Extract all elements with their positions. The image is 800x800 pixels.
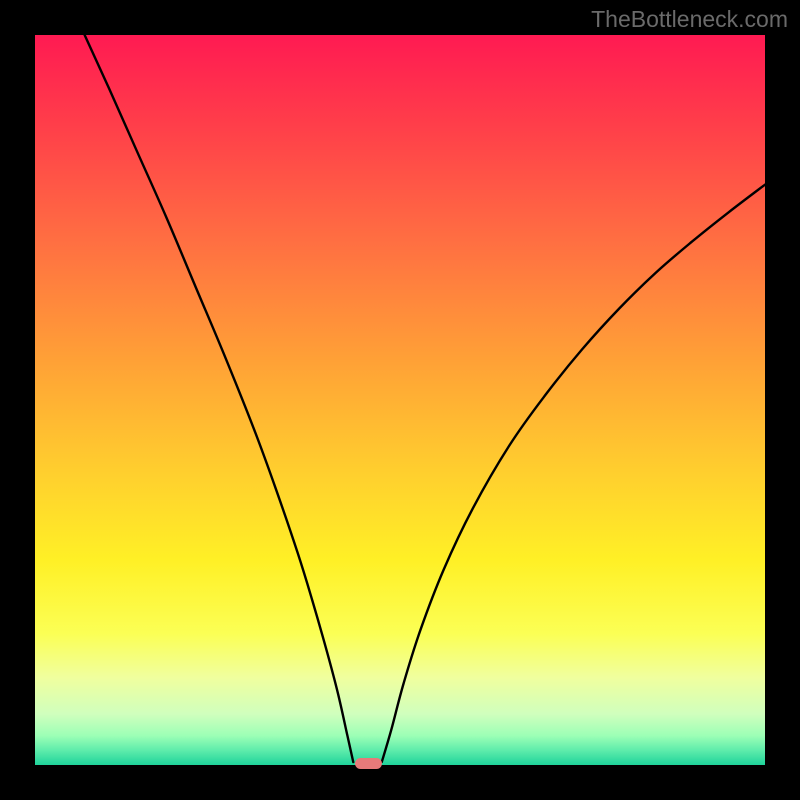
curve-left-branch — [85, 35, 354, 762]
watermark-text: TheBottleneck.com — [591, 6, 788, 33]
bottleneck-curve — [35, 35, 765, 765]
plot-area — [35, 35, 765, 765]
optimum-marker — [355, 758, 383, 768]
curve-right-branch — [382, 185, 765, 762]
